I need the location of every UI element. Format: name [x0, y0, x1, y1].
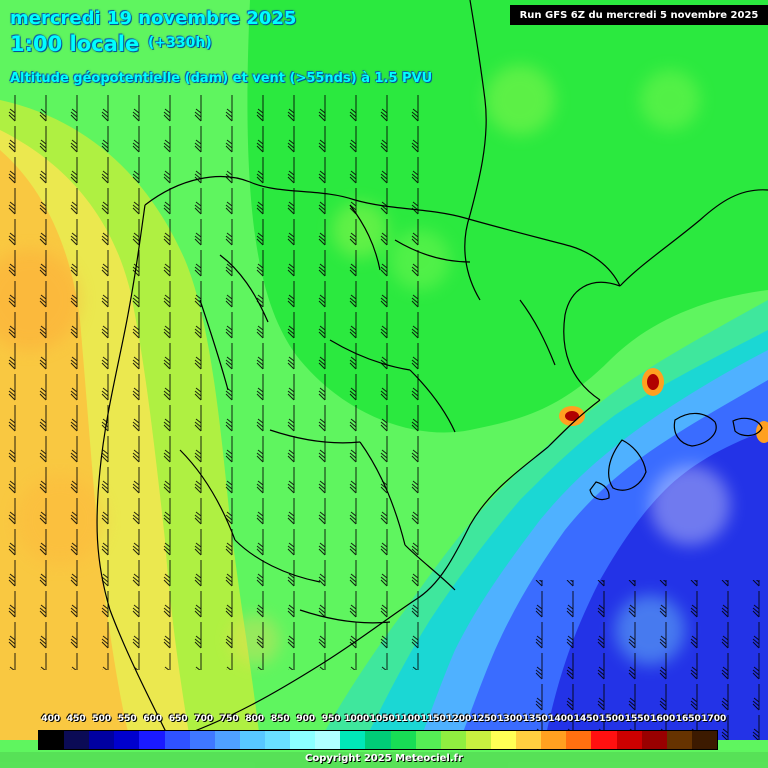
legend-label: 850	[270, 714, 290, 724]
legend-label: 950	[321, 714, 341, 724]
legend-labels: 400 450 500 550 600 650 700 750 800 850 900 950 1000…	[38, 714, 728, 730]
copyright-bar	[0, 752, 768, 768]
legend-label: 1000	[344, 714, 370, 724]
legend-label: 600	[143, 714, 163, 724]
legend-label: 1650	[675, 714, 701, 724]
legend-swatch	[214, 731, 240, 749]
forecast-subtitle: Altitude géopotentielle (dam) et vent (>…	[10, 71, 433, 86]
legend-label: 1250	[471, 714, 497, 724]
legend-swatch	[566, 731, 592, 749]
legend-label: 700	[194, 714, 214, 724]
legend-swatch	[64, 731, 90, 749]
legend-swatch	[691, 731, 717, 749]
legend-label: 900	[296, 714, 316, 724]
forecast-offset: (+330h)	[148, 35, 212, 51]
run-info-box: Run GFS 6Z du mercredi 5 novembre 2025	[510, 5, 768, 25]
legend-swatch	[641, 731, 667, 749]
legend-swatch	[365, 731, 391, 749]
legend-swatch	[164, 731, 190, 749]
legend-label: 800	[245, 714, 265, 724]
legend-label: 1450	[573, 714, 599, 724]
warm-cell-1-core	[647, 374, 659, 390]
legend-swatch	[239, 731, 265, 749]
legend-swatch	[465, 731, 491, 749]
legend-swatch	[290, 731, 316, 749]
legend-swatch	[89, 731, 115, 749]
legend-swatch	[616, 731, 642, 749]
legend-label: 1200	[446, 714, 472, 724]
legend-swatch	[415, 731, 441, 749]
legend-swatch	[440, 731, 466, 749]
legend-label: 1100	[395, 714, 421, 724]
legend-label: 400	[41, 714, 61, 724]
legend-swatch	[490, 731, 517, 749]
legend-swatch	[340, 731, 366, 749]
copyright-text: Copyright 2025 Meteociel.fr	[305, 753, 463, 764]
legend-swatch	[39, 731, 65, 749]
legend-swatch	[390, 731, 416, 749]
forecast-date: mercredi 19 novembre 2025	[10, 8, 297, 29]
legend-swatch	[114, 731, 140, 749]
legend-swatch	[516, 731, 542, 749]
legend-swatch	[264, 731, 291, 749]
legend-label: 1050	[369, 714, 395, 724]
legend-swatch	[591, 731, 617, 749]
warm-cell-2-core	[565, 411, 579, 421]
legend-bar	[38, 730, 718, 750]
legend-label: 450	[66, 714, 86, 724]
legend-label: 1300	[497, 714, 523, 724]
legend-label: 500	[92, 714, 112, 724]
wind-barbs	[0, 95, 768, 740]
legend-label: 750	[219, 714, 239, 724]
legend-label: 1350	[522, 714, 548, 724]
legend-label: 1550	[624, 714, 650, 724]
legend-label: 650	[168, 714, 188, 724]
legend-swatch	[189, 731, 215, 749]
legend-swatch	[666, 731, 692, 749]
run-info-text: Run GFS 6Z du mercredi 5 novembre 2025	[519, 9, 759, 21]
legend-swatch	[315, 731, 341, 749]
legend-swatch	[139, 731, 165, 749]
warm-cell-3	[756, 421, 768, 443]
legend-label: 550	[117, 714, 137, 724]
legend-swatch	[541, 731, 567, 749]
forecast-time: 1:00 locale	[10, 32, 140, 56]
legend-label: 1700	[701, 714, 727, 724]
legend-label: 1400	[548, 714, 574, 724]
legend-label: 1500	[599, 714, 625, 724]
legend-label: 1600	[650, 714, 676, 724]
legend-label: 1150	[420, 714, 446, 724]
